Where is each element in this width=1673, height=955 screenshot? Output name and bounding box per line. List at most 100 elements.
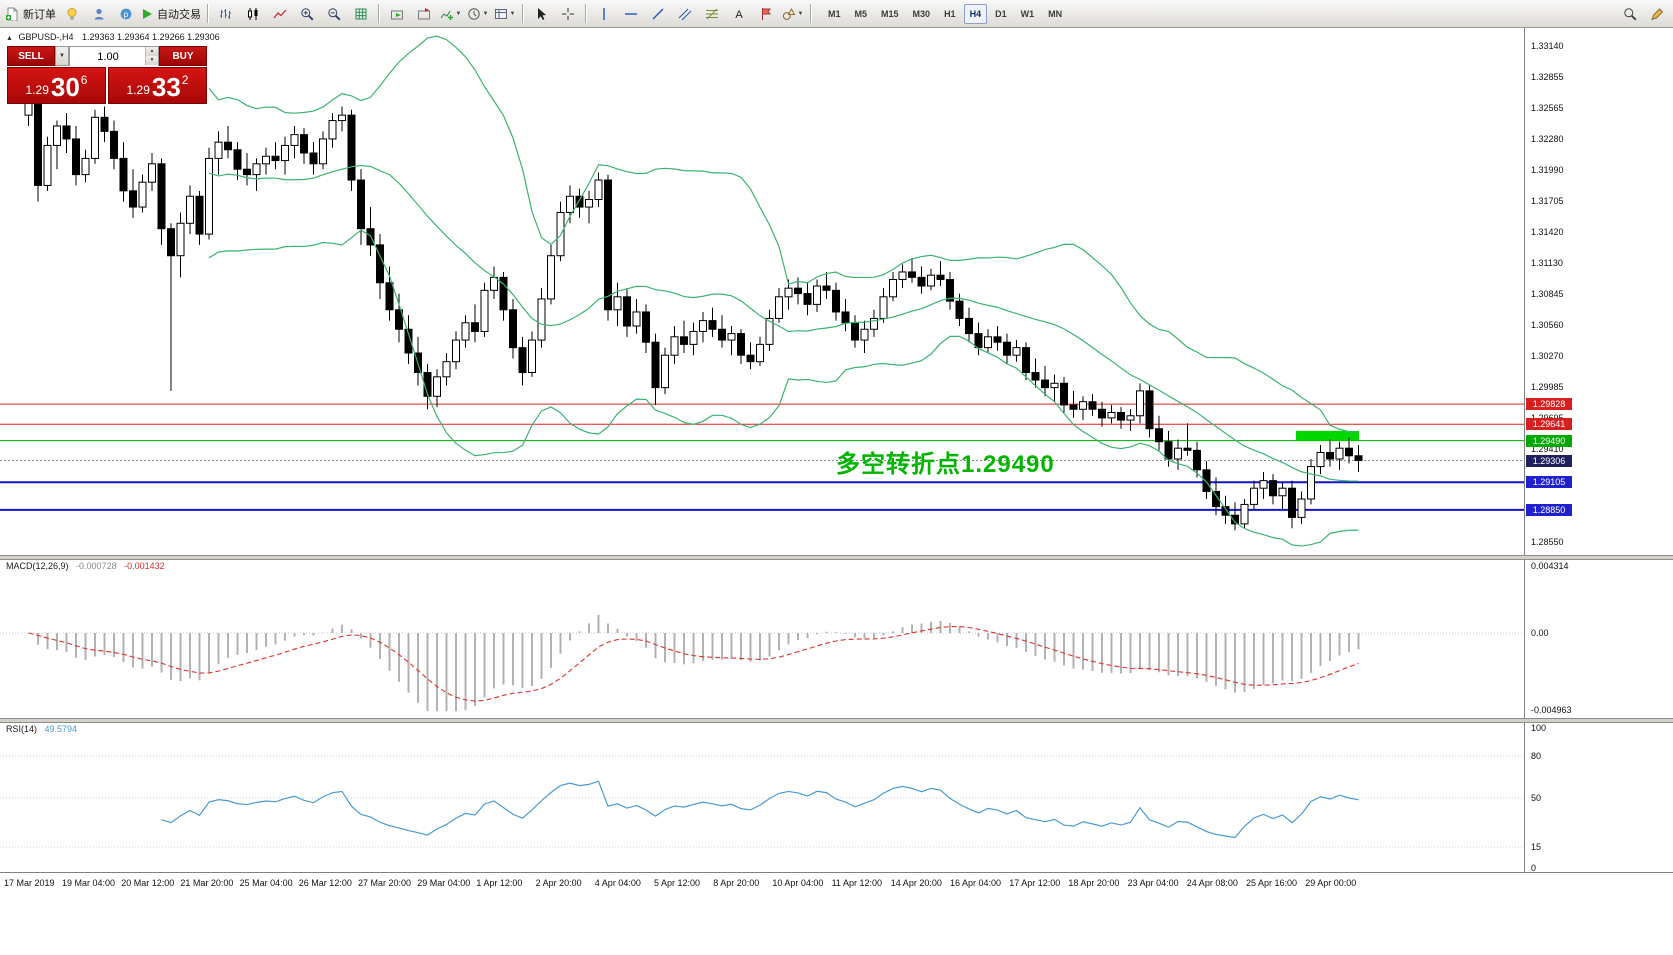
strategy-tester-button[interactable]: [347, 2, 374, 26]
pencil-icon: [1650, 7, 1663, 20]
rsi-axis-label: 50: [1531, 793, 1542, 803]
auto-scroll-icon: [390, 10, 403, 19]
timeframe-group: M1 M5 M15 M30 H1 H4 D1 W1 MN: [821, 3, 1069, 24]
zoom-in-icon: [300, 7, 314, 21]
time-axis-label: 17 Apr 12:00: [1009, 878, 1061, 888]
macd-title: MACD(12,26,9): [6, 561, 69, 571]
time-axis-label: 25 Apr 16:00: [1246, 878, 1298, 888]
shapes-icon: [782, 7, 795, 20]
timeframe-h1-button[interactable]: H1: [944, 8, 956, 19]
cursor-tool-button[interactable]: [527, 2, 554, 26]
shapes-tool-button[interactable]: ▼: [779, 2, 806, 26]
volume-spinner[interactable]: ▲ ▼: [145, 47, 158, 65]
trendline-tool-button[interactable]: [644, 2, 671, 26]
horizontal-line-icon: [624, 12, 637, 15]
macd-signal-value: -0.001432: [124, 561, 165, 571]
price-axis-label: 1.31990: [1531, 165, 1564, 176]
price-axis-label: 1.28550: [1531, 537, 1564, 548]
time-axis-label: 17 Mar 2019: [4, 878, 55, 888]
grid-icon: [355, 8, 366, 19]
vertical-line-icon: [602, 7, 605, 20]
new-order-icon: [6, 7, 18, 21]
candlestick-chart-button[interactable]: [239, 2, 266, 26]
search-icon: [1623, 7, 1637, 21]
macd-header: MACD(12,26,9) -0.000728 -0.001432: [6, 561, 165, 571]
zoom-out-button[interactable]: [320, 2, 347, 26]
price-tag: 1.28850: [1526, 503, 1572, 516]
price-axis-label: 1.30270: [1531, 351, 1564, 362]
timeframe-m30-button[interactable]: M30: [912, 8, 931, 19]
bar-chart-button[interactable]: [212, 2, 239, 26]
timeframe-d1-button[interactable]: D1: [995, 8, 1007, 19]
search-button[interactable]: [1616, 2, 1643, 26]
channel-tool-button[interactable]: [671, 2, 698, 26]
time-axis-label: 14 Apr 20:00: [890, 878, 942, 888]
buy-button-label: BUY: [172, 50, 194, 62]
timeframe-m1-button[interactable]: M1: [828, 8, 841, 19]
sell-price-button[interactable]: 1.29 30 6: [7, 67, 106, 104]
market-watch-button[interactable]: [58, 2, 85, 26]
chart-shift-button[interactable]: [410, 2, 437, 26]
price-axis-label: 1.32565: [1531, 103, 1564, 114]
trendline-icon: [652, 8, 663, 19]
toolbar-separator: [585, 4, 586, 23]
timeframe-w1-button[interactable]: W1: [1020, 8, 1035, 19]
price-tag: 1.29641: [1526, 418, 1572, 431]
time-axis-label: 25 Mar 04:00: [239, 878, 293, 888]
templates-button[interactable]: ▼: [491, 2, 518, 26]
autotrade-button[interactable]: 自动交易: [139, 2, 203, 26]
spinner-down-icon[interactable]: ▼: [146, 56, 158, 65]
cursor-icon: [537, 7, 546, 20]
profile-button[interactable]: [85, 2, 112, 26]
text-tool-button[interactable]: A: [725, 2, 752, 26]
timeframe-m15-button[interactable]: M15: [881, 8, 899, 19]
periods-button[interactable]: ▼: [464, 2, 491, 26]
chevron-down-icon: ▼: [59, 53, 65, 59]
buy-button[interactable]: BUY: [159, 46, 207, 66]
zoom-in-button[interactable]: [293, 2, 320, 26]
edit-button[interactable]: [1643, 2, 1670, 26]
buy-price-button[interactable]: 1.29 33 2: [108, 67, 207, 104]
fibonacci-tool-button[interactable]: [698, 2, 725, 26]
line-chart-button[interactable]: [266, 2, 293, 26]
label-tool-button[interactable]: [752, 2, 779, 26]
vertical-line-tool-button[interactable]: [590, 2, 617, 26]
auto-scroll-button[interactable]: [383, 2, 410, 26]
indicators-button[interactable]: ▼: [437, 2, 464, 26]
macd-axis-label: -0.004963: [1531, 705, 1572, 716]
crosshair-tool-button[interactable]: [554, 2, 581, 26]
sell-price-sup: 6: [80, 73, 88, 87]
spinner-up-icon[interactable]: ▲: [146, 47, 158, 56]
sell-button[interactable]: SELL: [7, 46, 55, 66]
line-chart-icon: [272, 9, 286, 18]
new-order-button[interactable]: 新订单: [3, 2, 58, 26]
community-button[interactable]: p: [112, 2, 139, 26]
community-icon: p: [120, 8, 131, 19]
time-axis-label: 26 Mar 12:00: [298, 878, 352, 888]
panel-separator[interactable]: [0, 555, 1673, 560]
macd-axis-label: 0.004314: [1531, 561, 1569, 572]
chart-annotation-text: 多空转折点1.29490: [836, 451, 1055, 478]
price-axis-label: 1.31130: [1531, 258, 1563, 269]
time-axis-label: 23 Apr 04:00: [1127, 878, 1179, 888]
panel-separator[interactable]: [0, 718, 1673, 723]
chart-ohlc-values: 1.29363 1.29364 1.29266 1.29306: [81, 32, 220, 42]
time-axis[interactable]: 17 Mar 2019 19 Mar 04:00 20 Mar 12:00 21 Ma…: [0, 872, 1673, 895]
horizontal-line-tool-button[interactable]: [617, 2, 644, 26]
timeframe-h4-button[interactable]: H4: [963, 3, 988, 24]
price-axis[interactable]: 1.33140 1.32855 1.32565 1.32280 1.31990 1.317…: [1524, 28, 1673, 873]
time-axis-label: 29 Mar 04:00: [417, 878, 471, 888]
price-axis-label: 1.30845: [1531, 289, 1564, 300]
volume-dropdown-button[interactable]: ▼: [55, 46, 69, 66]
volume-input[interactable]: [70, 48, 158, 66]
timeframe-mn-button[interactable]: MN: [1048, 8, 1063, 19]
indicators-icon: [440, 10, 453, 20]
dropdown-arrow-icon: ▼: [482, 10, 489, 17]
chart-header: ▲ GBPUSD-,H4 1.29363 1.29364 1.29266 1.2…: [6, 32, 220, 42]
template-icon: [494, 8, 507, 19]
price-axis-label: 1.32280: [1531, 133, 1564, 144]
time-axis-label: 2 Apr 20:00: [535, 878, 582, 888]
chart-shift-icon: [417, 7, 430, 19]
timeframe-m5-button[interactable]: M5: [854, 8, 868, 19]
